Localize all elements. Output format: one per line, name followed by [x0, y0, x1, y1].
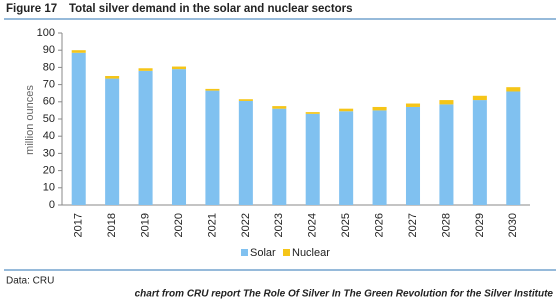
x-tick-label: 2026 — [373, 213, 385, 237]
bar-segment — [71, 52, 86, 205]
legend-label: Solar — [250, 247, 276, 259]
bar-segment — [405, 106, 421, 205]
bar-segment — [339, 108, 354, 112]
bar-segment — [238, 99, 253, 101]
x-tick-label: 2022 — [240, 213, 252, 237]
x-tick-label: 2028 — [440, 213, 452, 237]
bar-segment — [472, 100, 487, 205]
bar-segment — [372, 110, 387, 205]
credit-note: chart from CRU report The Role Of Silver… — [135, 289, 554, 300]
bar-segment — [305, 113, 320, 205]
y-axis-label: million ounces — [24, 85, 36, 155]
bar-segment — [272, 108, 287, 205]
x-tick-label: 2019 — [139, 213, 151, 237]
bar-segment — [238, 100, 253, 205]
bar-segment — [171, 69, 187, 206]
bar-segment — [205, 90, 220, 205]
bar-segment — [171, 66, 187, 70]
x-tick-label: 2018 — [106, 213, 118, 237]
x-tick-label: 2029 — [474, 213, 486, 237]
bar-segment — [506, 87, 521, 92]
bar-segment — [372, 106, 387, 111]
y-tick-label: 0 — [49, 199, 55, 211]
y-tick-label: 50 — [43, 113, 55, 125]
bar-segment — [138, 70, 153, 205]
bar-segment — [405, 103, 421, 107]
y-tick-label: 10 — [43, 182, 55, 194]
bar-segment — [272, 106, 287, 109]
legend-label: Nuclear — [292, 247, 330, 259]
y-tick-label: 100 — [37, 27, 55, 39]
chart-title: Total silver demand in the solar and nuc… — [69, 3, 353, 15]
bar-segment — [506, 91, 521, 205]
x-tick-label: 2020 — [173, 213, 185, 237]
x-tick-label: 2021 — [206, 213, 218, 237]
x-tick-label: 2017 — [73, 213, 85, 237]
bar-segment — [105, 76, 120, 79]
bar-segment — [71, 50, 86, 53]
x-tick-label: 2030 — [507, 213, 519, 237]
source: Data: CRU — [6, 276, 54, 287]
bar-segment — [105, 78, 120, 205]
bar-segment — [305, 112, 320, 114]
legend-swatch — [283, 249, 290, 256]
bar-segment — [339, 111, 354, 205]
y-tick-label: 40 — [43, 130, 55, 142]
x-tick-label: 2023 — [273, 213, 285, 237]
y-tick-label: 20 — [43, 165, 55, 177]
bar-segment — [205, 88, 220, 91]
x-tick-label: 2024 — [307, 213, 319, 237]
bar-segment — [138, 68, 153, 71]
bar-segment — [439, 104, 454, 205]
bar-segment — [472, 95, 487, 101]
y-tick-label: 60 — [43, 96, 55, 108]
y-tick-label: 90 — [43, 44, 55, 56]
legend-swatch — [241, 249, 248, 256]
y-tick-label: 30 — [43, 147, 55, 159]
y-tick-label: 70 — [43, 79, 55, 91]
x-tick-label: 2027 — [407, 213, 419, 237]
figure-label: Figure 17 — [6, 3, 57, 15]
x-tick-label: 2025 — [340, 213, 352, 237]
y-tick-label: 80 — [43, 61, 55, 73]
bar-segment — [439, 100, 454, 105]
